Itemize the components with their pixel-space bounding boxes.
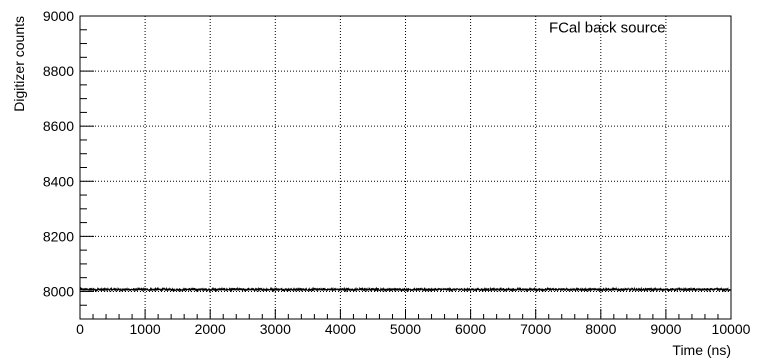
axis-ticks [79, 15, 732, 320]
x-tick-label: 6000 [455, 321, 486, 337]
x-tick-label: 4000 [325, 321, 356, 337]
series-line [79, 286, 732, 293]
series-layer [79, 286, 732, 293]
y-tick-label: 8200 [43, 228, 74, 244]
x-tick-label: 3000 [260, 321, 291, 337]
y-tick-label: 8600 [43, 118, 74, 134]
x-axis-label: Time (ns) [672, 342, 731, 358]
x-tick-label: 9000 [650, 321, 681, 337]
y-axis-label: Digitizer counts [11, 16, 27, 112]
x-tick-label: 0 [76, 321, 84, 337]
x-tick-label: 1000 [130, 321, 161, 337]
x-tick-label: 7000 [520, 321, 551, 337]
x-tick-label: 2000 [195, 321, 226, 337]
chart-annotation: FCal back source [549, 20, 666, 37]
y-tick-label: 8400 [43, 173, 74, 189]
y-tick-labels: 8000 8200 8400 8600 8800 9000 [43, 8, 74, 299]
y-tick-label: 9000 [43, 8, 74, 24]
x-tick-label: 8000 [585, 321, 616, 337]
x-tick-labels: 0 1000 2000 3000 4000 5000 6000 7000 8000 9000 100… [76, 321, 751, 337]
y-tick-label: 8000 [43, 283, 74, 299]
y-tick-label: 8800 [43, 63, 74, 79]
x-tick-label: 10000 [712, 321, 751, 337]
grid-lines [80, 16, 731, 319]
x-tick-label: 5000 [390, 321, 421, 337]
